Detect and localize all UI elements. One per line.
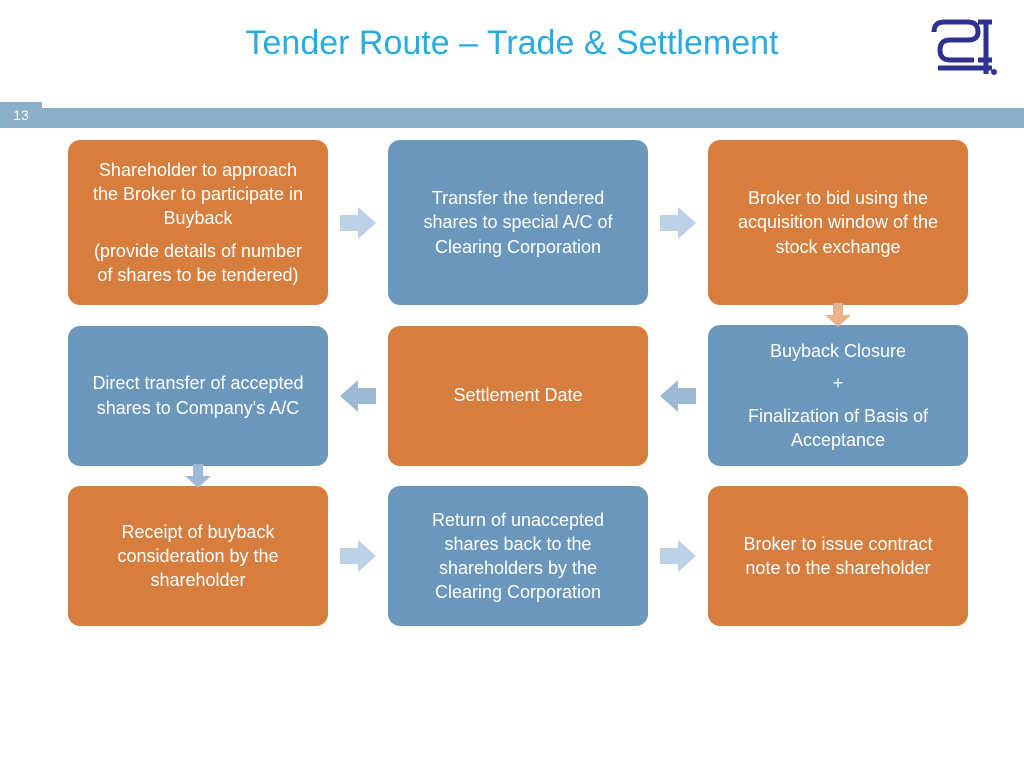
arrow-left-icon [658,376,698,416]
step-transfer-shares: Transfer the tendered shares to special … [388,140,648,305]
step-receipt-consideration: Receipt of buyback consideration by the … [68,486,328,626]
arrow-down-icon [823,301,853,329]
step-settlement-date: Settlement Date [388,326,648,466]
page-number: 13 [0,102,42,128]
step-return-unaccepted: Return of unaccepted shares back to the … [388,486,648,626]
arrow-right-icon [658,536,698,576]
arrow-right-icon [338,203,378,243]
flowchart: Shareholder to approach the Broker to pa… [68,140,968,634]
arrow-down-icon [183,462,213,490]
step-contract-note: Broker to issue contract note to the sha… [708,486,968,626]
header-stripe [0,108,1024,128]
arrow-left-icon [338,376,378,416]
step-shareholder-approach: Shareholder to approach the Broker to pa… [68,140,328,305]
step-direct-transfer: Direct transfer of accepted shares to Co… [68,326,328,466]
step-broker-bid: Broker to bid using the acquisition wind… [708,140,968,305]
page-title: Tender Route – Trade & Settlement [0,0,1024,63]
sebi-logo [928,16,1000,80]
arrow-right-icon [658,203,698,243]
step-buyback-closure: Buyback Closure+Finalization of Basis of… [708,325,968,466]
arrow-right-icon [338,536,378,576]
